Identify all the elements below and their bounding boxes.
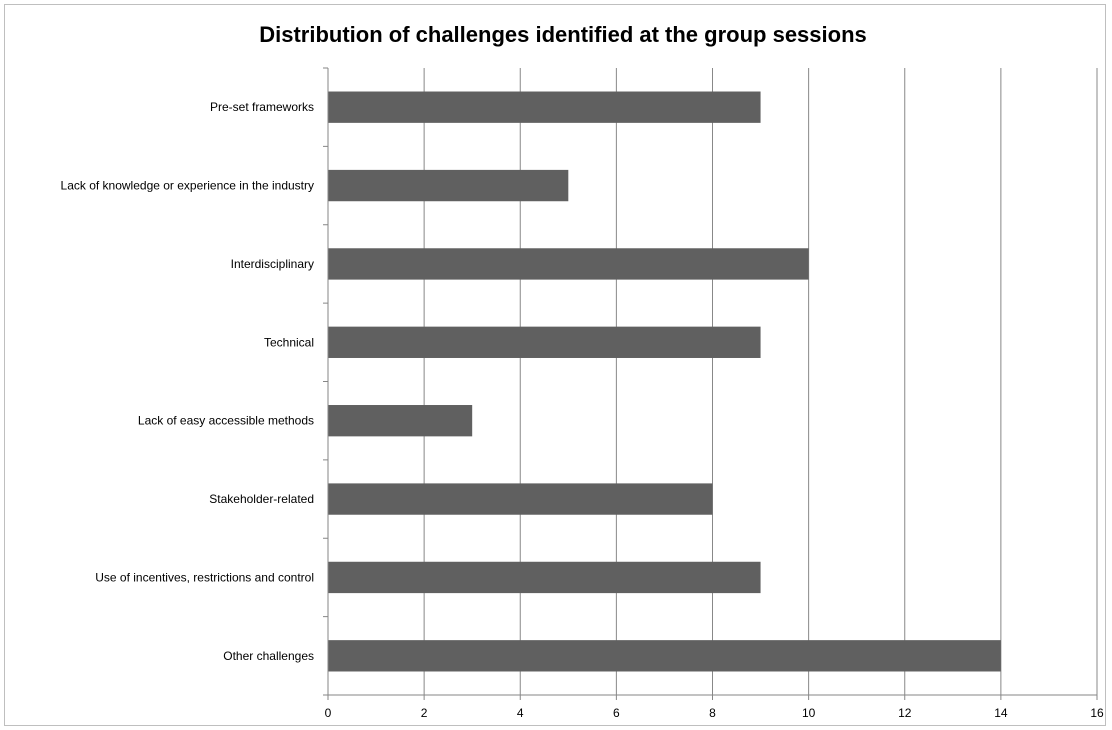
x-tick-label: 0 (325, 706, 332, 720)
x-tick-label: 6 (613, 706, 620, 720)
category-label: Other challenges (223, 649, 314, 663)
chart-title: Distribution of challenges identified at… (259, 22, 867, 47)
bar-4 (328, 405, 473, 437)
bar-6 (328, 561, 761, 594)
x-tick-labels: 0 2 4 6 8 10 12 14 16 (325, 706, 1104, 720)
bar-5 (328, 483, 713, 515)
category-labels: Pre-set frameworks Lack of knowledge or e… (61, 100, 314, 663)
category-label: Stakeholder-related (209, 492, 314, 506)
x-tick-label: 8 (709, 706, 716, 720)
bar-2 (328, 248, 809, 280)
category-label: Pre-set frameworks (210, 100, 314, 114)
x-tick-label: 4 (517, 706, 524, 720)
x-tick-label: 16 (1090, 706, 1104, 720)
x-tick-label: 10 (802, 706, 816, 720)
bar-7 (328, 640, 1001, 672)
chart-frame (4, 4, 1106, 726)
axes (323, 67, 1098, 700)
category-label: Lack of easy accessible methods (138, 414, 314, 428)
x-tick-label: 12 (898, 706, 912, 720)
x-tick-label: 2 (421, 706, 428, 720)
category-label: Use of incentives, restrictions and cont… (95, 570, 314, 584)
bars (328, 91, 1001, 672)
gridlines (423, 68, 1098, 695)
category-label: Technical (264, 335, 314, 349)
x-tick-label: 14 (994, 706, 1008, 720)
bar-0 (328, 91, 761, 123)
bar-1 (328, 169, 569, 202)
bar-3 (328, 326, 761, 358)
category-label: Lack of knowledge or experience in the i… (61, 179, 314, 193)
category-label: Interdisciplinary (231, 257, 314, 271)
